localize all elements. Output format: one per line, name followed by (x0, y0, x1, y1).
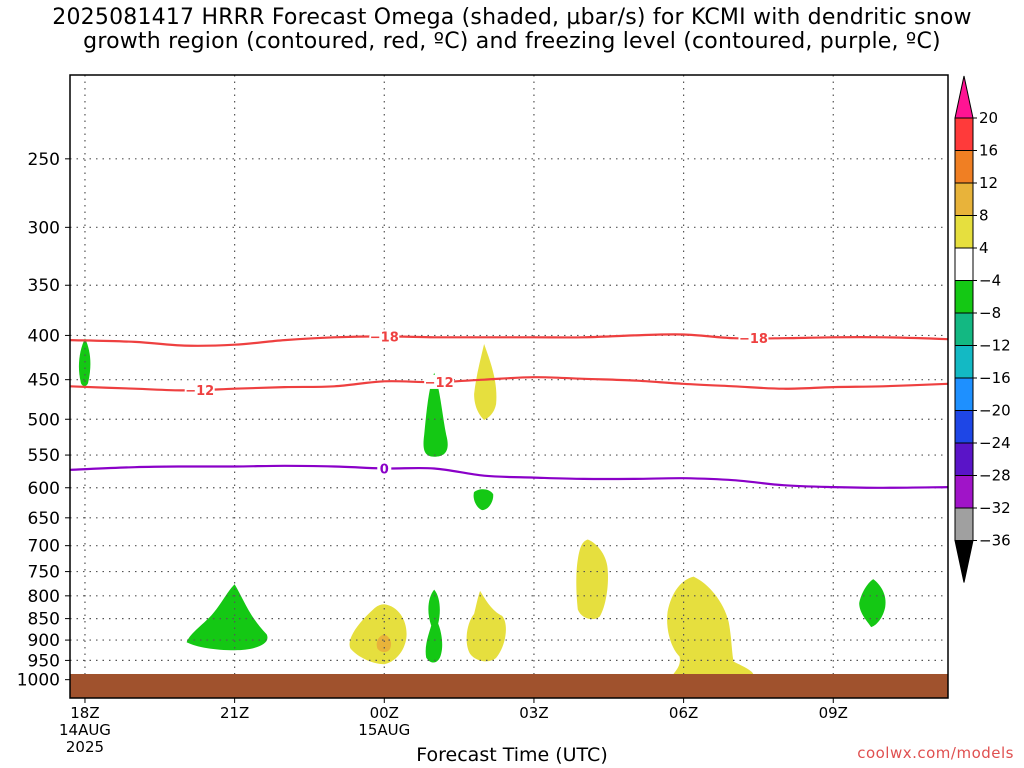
contour-label-bg--12-1 (424, 374, 455, 389)
omega-region-8 (466, 590, 506, 662)
colorbar-label-12: −32 (979, 499, 1011, 517)
contour-label--12-0: −12 (185, 384, 214, 399)
omega-region-4 (473, 489, 494, 511)
x-tick-label-3-0: 21Z (220, 704, 249, 722)
y-tick-label-350: 350 (28, 276, 60, 296)
colorbar: 20 16 12 8 4 −4 −8 −12 −16 −20 −24 −28 −32 −36 (954, 75, 1011, 583)
colorbar-top-arrow (954, 75, 974, 119)
y-tick-label-450: 450 (28, 371, 60, 391)
omega-region-10 (667, 576, 754, 680)
colorbar-label-6: −8 (979, 304, 1001, 322)
colorbar-box-1 (954, 150, 974, 184)
omega-region-2 (423, 372, 448, 457)
colorbar-box-6 (954, 312, 974, 346)
contour-lines: −18 −18 −12 −12 0 (69, 329, 949, 489)
x-tick-label-15-0: 09Z (819, 704, 848, 722)
colorbar-box-11 (954, 475, 974, 509)
omega-region-3 (425, 589, 443, 663)
omega-region-1 (186, 584, 268, 651)
y-tick-label-850: 850 (28, 610, 60, 630)
x-axis-label: Forecast Time (UTC) (416, 744, 608, 766)
colorbar-box-4 (954, 247, 974, 281)
x-tick-label-6-1: 15AUG (358, 721, 410, 739)
y-tick-label-1000: 1000 (17, 671, 60, 691)
colorbar-box-7 (954, 345, 974, 379)
colorbar-box-9 (954, 410, 974, 444)
y-tick-label-250: 250 (28, 150, 60, 170)
colorbar-label-3: 8 (979, 207, 989, 225)
contour-label--12-1: −12 (425, 376, 454, 391)
contour--12 (69, 376, 949, 392)
contour-label-bg--18-1 (738, 331, 769, 346)
y-tick-label-400: 400 (28, 326, 60, 346)
omega-region-6 (474, 344, 497, 420)
y-tick-label-600: 600 (28, 479, 60, 499)
contour-label-bg--12-0 (184, 382, 215, 397)
contour-label--18-0: −18 (370, 330, 399, 345)
colorbar-label-7: −12 (979, 337, 1011, 355)
x-tick-label-0-0: 18Z (70, 704, 99, 722)
omega-region-7 (349, 604, 407, 665)
y-tick-label-750: 750 (28, 563, 60, 583)
x-tick-label-9-0: 03Z (519, 704, 548, 722)
colorbar-box-0 (954, 117, 974, 151)
colorbar-box-5 (954, 280, 974, 314)
title-line-2: growth region (contoured, red, ºC) and f… (83, 29, 941, 54)
contour-0 (69, 464, 949, 489)
colorbar-label-11: −28 (979, 467, 1011, 485)
y-tick-label-700: 700 (28, 537, 60, 557)
colorbar-label-0: 20 (979, 109, 998, 127)
colorbar-box-12 (954, 507, 974, 541)
omega-region-9 (576, 539, 608, 620)
colorbar-label-9: −20 (979, 402, 1011, 420)
colorbar-label-1: 16 (979, 142, 998, 160)
y-tick-label-800: 800 (28, 587, 60, 607)
x-tick-label-0-2: 2025 (66, 738, 104, 756)
omega-region-5 (859, 579, 886, 628)
colorbar-label-2: 12 (979, 174, 998, 192)
colorbar-label-8: −16 (979, 369, 1011, 387)
x-tick-label-0-1: 14AUG (59, 721, 111, 739)
contour-label-bg--18-0 (369, 329, 400, 344)
colorbar-label-5: −4 (979, 272, 1001, 290)
ground-terrain (70, 673, 948, 698)
colorbar-label-10: −24 (979, 434, 1011, 452)
y-tick-label-550: 550 (28, 446, 60, 466)
colorbar-bottom-arrow (954, 540, 974, 583)
contour-label--18-1: −18 (739, 332, 768, 347)
colorbar-label-13: −36 (979, 532, 1011, 550)
y-tick-label-650: 650 (28, 509, 60, 529)
y-tick-label-900: 900 (28, 631, 60, 651)
colorbar-box-2 (954, 182, 974, 216)
colorbar-box-10 (954, 442, 974, 476)
chart-title: 2025081417 HRRR Forecast Omega (shaded, … (0, 6, 1024, 54)
omega-shading (78, 338, 886, 680)
y-tick-label-300: 300 (28, 218, 60, 238)
y-tick-label-950: 950 (28, 651, 60, 671)
title-line-1: 2025081417 HRRR Forecast Omega (shaded, … (52, 5, 972, 30)
contour-label-bg-0-0 (377, 461, 392, 476)
colorbar-box-8 (954, 377, 974, 411)
contour--18 (69, 333, 949, 347)
y-tick-label-500: 500 (28, 410, 60, 430)
credit-link[interactable]: coolwx.com/models (857, 744, 1014, 762)
colorbar-label-4: 4 (979, 239, 989, 257)
contour-label-0-0: 0 (380, 462, 389, 477)
omega-region-11 (376, 634, 392, 652)
plot-frame (69, 74, 949, 699)
axes: 2503003504004505005506006507007508008509… (17, 74, 949, 756)
x-tick-label-12-0: 06Z (669, 704, 698, 722)
colorbar-box-3 (954, 215, 974, 249)
x-tick-label-6-0: 00Z (370, 704, 399, 722)
